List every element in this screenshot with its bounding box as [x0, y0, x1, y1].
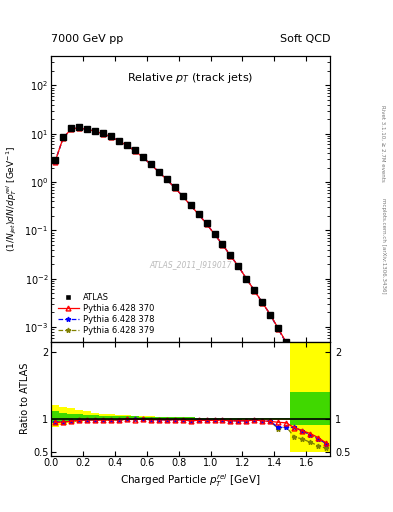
Y-axis label: Ratio to ATLAS: Ratio to ATLAS	[20, 363, 30, 434]
Text: ATLAS_2011_I919017: ATLAS_2011_I919017	[149, 260, 232, 269]
Text: 7000 GeV pp: 7000 GeV pp	[51, 33, 123, 44]
Text: Rivet 3.1.10, ≥ 2.7M events: Rivet 3.1.10, ≥ 2.7M events	[381, 105, 386, 182]
Legend: ATLAS, Pythia 6.428 370, Pythia 6.428 378, Pythia 6.428 379: ATLAS, Pythia 6.428 370, Pythia 6.428 37…	[55, 290, 157, 337]
Text: mcplots.cern.ch [arXiv:1306.3436]: mcplots.cern.ch [arXiv:1306.3436]	[381, 198, 386, 293]
Text: Soft QCD: Soft QCD	[280, 33, 330, 44]
Text: Relative $p_T$ (track jets): Relative $p_T$ (track jets)	[127, 71, 254, 84]
X-axis label: Charged Particle $p_T^{rel}$ [GeV]: Charged Particle $p_T^{rel}$ [GeV]	[120, 473, 261, 489]
Y-axis label: $(1/N_{jet})dN/dp_T^{rel}$ [GeV$^{-1}$]: $(1/N_{jet})dN/dp_T^{rel}$ [GeV$^{-1}$]	[4, 146, 19, 252]
